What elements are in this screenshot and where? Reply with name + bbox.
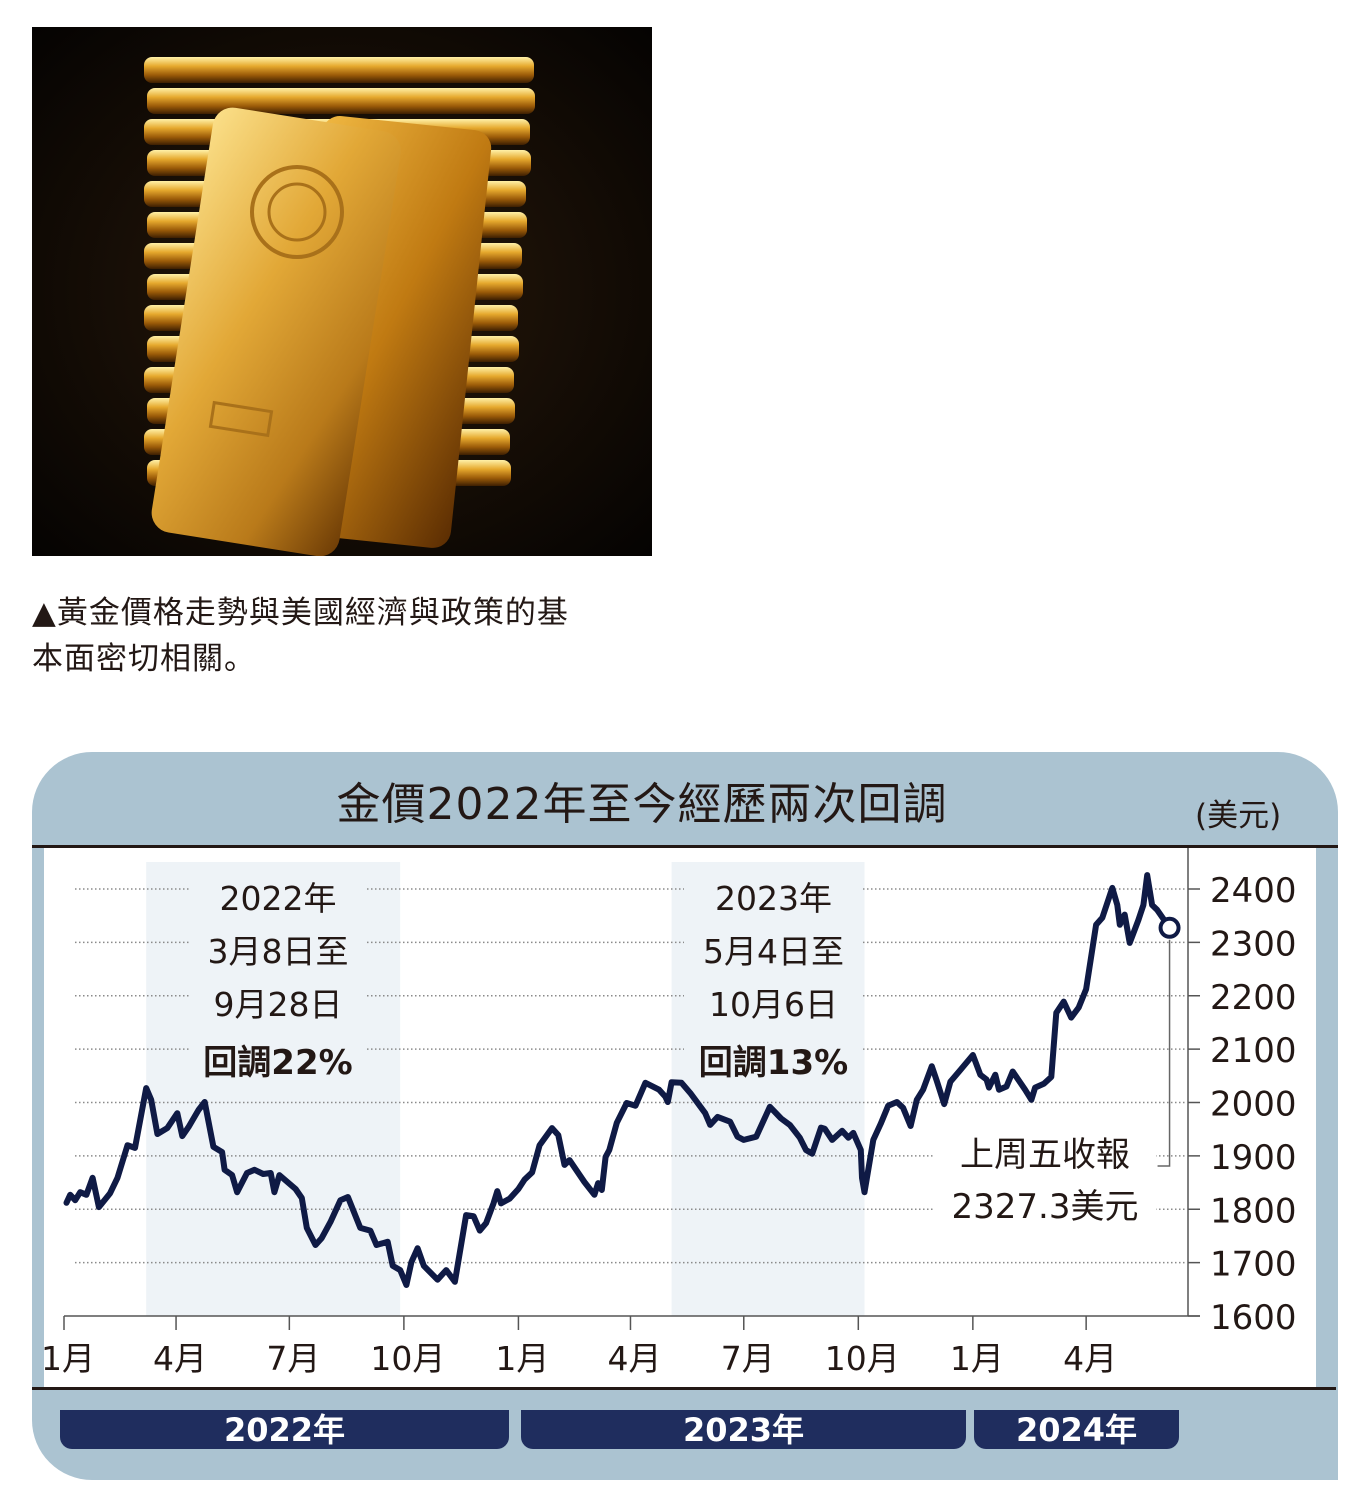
gold-bars-image xyxy=(32,27,652,556)
stacked-bar xyxy=(144,57,534,83)
period-label: 3月8日至 xyxy=(208,932,349,971)
y-tick-label: 2000 xyxy=(1210,1085,1297,1125)
title-divider xyxy=(32,845,1338,848)
plot-area: 2400 2300 2200 2100 2000 1900 1800 1700 1600 2022… xyxy=(41,848,1316,1388)
x-tick-label: 10月 xyxy=(825,1339,900,1378)
x-tick-label: 1月 xyxy=(950,1339,1004,1378)
x-tick-label: 4月 xyxy=(607,1339,661,1378)
x-tick-label: 10月 xyxy=(370,1339,445,1378)
y-axis-unit: (美元) xyxy=(1195,798,1282,834)
y-tick-label: 2200 xyxy=(1210,978,1297,1018)
annotation-background xyxy=(684,878,863,1078)
plot-bottom-divider xyxy=(32,1387,1336,1390)
gold-price-chart: 2400 2300 2200 2100 2000 1900 1800 1700 1600 2022… xyxy=(41,848,1297,1378)
gold-bars-photo xyxy=(32,27,652,556)
period-label: 9月28日 xyxy=(214,985,343,1024)
period-label: 5月4日至 xyxy=(703,932,844,971)
caption-line: 本面密切相關。 xyxy=(32,641,256,677)
x-tick-label: 1月 xyxy=(44,1339,95,1378)
y-tick-label: 2100 xyxy=(1210,1031,1297,1071)
caption-line: ▲黃金價格走勢與美國經濟與政策的基 xyxy=(32,595,569,631)
x-tick-label: 4月 xyxy=(153,1339,207,1378)
stacked-bar xyxy=(147,88,535,114)
period-label: 2023年 xyxy=(715,879,832,918)
correction-percent: 回調22% xyxy=(203,1043,352,1083)
x-tick-label: 7月 xyxy=(266,1339,320,1378)
y-tick-label: 2300 xyxy=(1210,924,1297,964)
year-bar-2024: 2024年 xyxy=(974,1410,1179,1449)
y-tick-label: 1600 xyxy=(1210,1298,1297,1338)
last-close-label: 2327.3美元 xyxy=(952,1187,1139,1227)
last-close-label: 上周五收報 xyxy=(960,1135,1130,1175)
y-tick-label: 1800 xyxy=(1210,1191,1297,1231)
x-tick-label: 1月 xyxy=(495,1339,549,1378)
annotation-background xyxy=(189,878,367,1078)
gold-price-line xyxy=(63,872,1173,1288)
y-tick-label: 1700 xyxy=(1210,1245,1297,1285)
period-label: 10月6日 xyxy=(709,985,838,1024)
y-tick-label: 2400 xyxy=(1210,871,1297,911)
correction-percent: 回調13% xyxy=(699,1043,848,1083)
chart-title: 金價2022年至今經歷兩次回調 xyxy=(336,779,948,830)
year-bar-2023: 2023年 xyxy=(521,1410,966,1449)
year-bar-2022: 2022年 xyxy=(60,1410,509,1449)
period-label: 2022年 xyxy=(220,879,337,918)
annotation-background xyxy=(934,1133,1156,1233)
x-tick-label: 4月 xyxy=(1063,1339,1117,1378)
last-close-marker xyxy=(1158,916,1181,939)
annotation-leader-line xyxy=(1157,939,1171,1167)
x-tick-label: 7月 xyxy=(721,1339,775,1378)
y-tick-label: 1900 xyxy=(1210,1138,1297,1178)
photo-caption: ▲黃金價格走勢與美國經濟與政策的基 本面密切相關。 xyxy=(32,590,672,682)
